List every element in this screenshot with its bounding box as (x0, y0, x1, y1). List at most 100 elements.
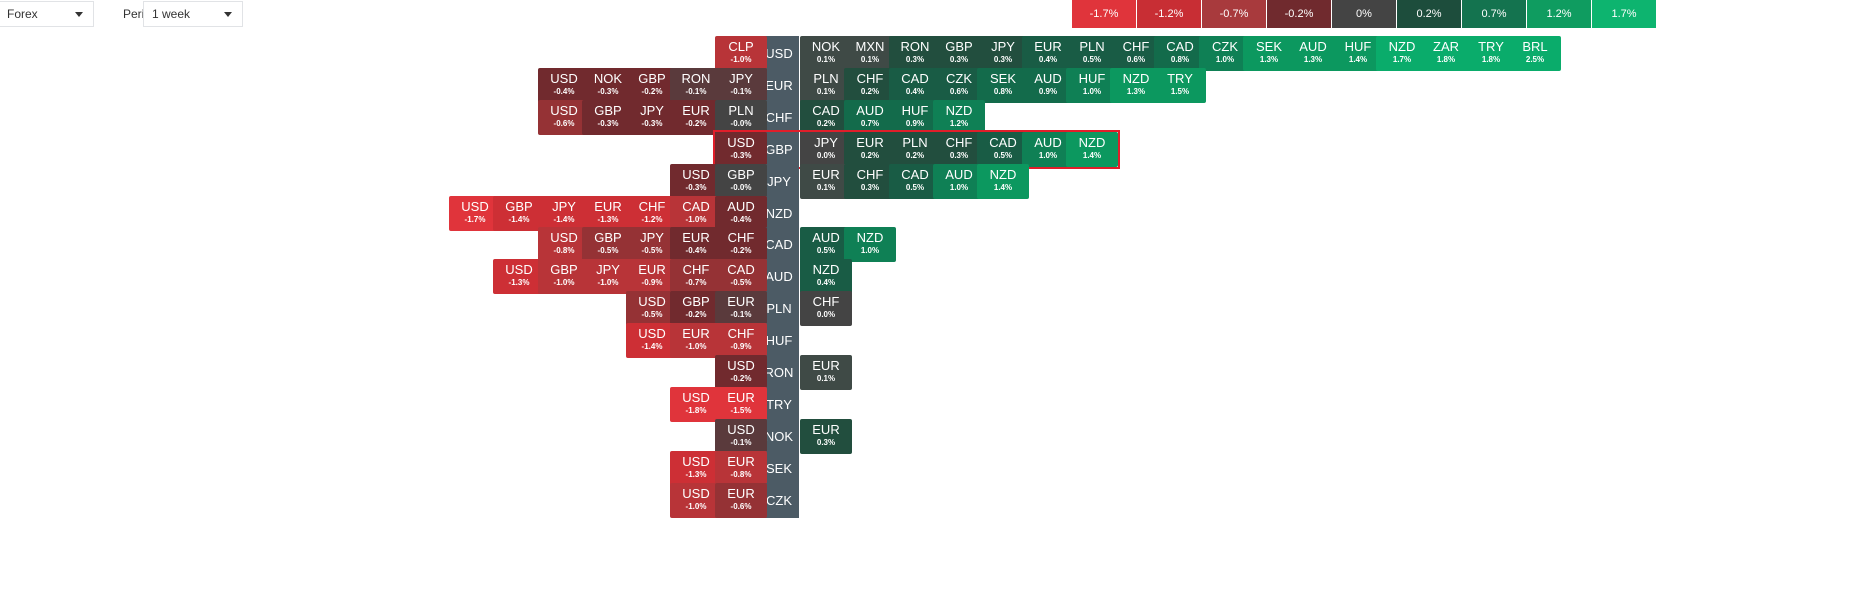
pair-cell[interactable]: CZK 0.6% (933, 68, 985, 103)
pair-cell[interactable]: EUR -0.9% (626, 259, 678, 294)
pair-cell[interactable]: CHF -0.2% (715, 227, 767, 262)
pair-cell[interactable]: CHF 0.2% (844, 68, 896, 103)
pair-cell[interactable]: RON -0.1% (670, 68, 722, 103)
pair-cell[interactable]: EUR 0.1% (800, 355, 852, 390)
pair-cell[interactable]: HUF 1.0% (1066, 68, 1118, 103)
pair-cell[interactable]: AUD 1.0% (1022, 132, 1074, 167)
pair-cell[interactable]: PLN 0.5% (1066, 36, 1118, 71)
pair-cell[interactable]: USD -0.2% (715, 355, 767, 390)
pair-cell[interactable]: EUR -0.2% (670, 100, 722, 135)
pair-cell[interactable]: JPY -0.3% (626, 100, 678, 135)
pair-cell[interactable]: GBP -1.4% (493, 196, 545, 231)
pair-cell[interactable]: TRY 1.5% (1154, 68, 1206, 103)
pair-cell[interactable]: GBP -0.0% (715, 164, 767, 199)
market-select[interactable]: Forex (0, 1, 94, 27)
pair-cell[interactable]: EUR 0.4% (1022, 36, 1074, 71)
pair-cell[interactable]: EUR -0.6% (715, 483, 767, 518)
pair-cell[interactable]: CHF -0.7% (670, 259, 722, 294)
pair-cell[interactable]: CHF -0.9% (715, 323, 767, 358)
pair-cell[interactable]: EUR 0.1% (800, 164, 852, 199)
pair-cell[interactable]: GBP -0.2% (670, 291, 722, 326)
pair-cell[interactable]: HUF 0.9% (889, 100, 941, 135)
pair-cell[interactable]: USD -1.3% (493, 259, 545, 294)
pair-cell[interactable]: BRL 2.5% (1509, 36, 1561, 71)
pair-cell[interactable]: JPY -1.4% (538, 196, 590, 231)
pair-cell[interactable]: CAD 0.5% (889, 164, 941, 199)
change-value: -0.7% (685, 278, 707, 287)
pair-cell[interactable]: USD -0.6% (538, 100, 590, 135)
pair-cell[interactable]: CLP -1.0% (715, 36, 767, 71)
pair-cell[interactable]: USD -0.1% (715, 419, 767, 454)
pair-cell[interactable]: NZD 0.4% (800, 259, 852, 294)
pair-cell[interactable]: EUR -1.5% (715, 387, 767, 422)
pair-cell[interactable]: GBP -1.0% (538, 259, 590, 294)
pair-cell[interactable]: AUD 1.0% (933, 164, 985, 199)
pair-cell[interactable]: EUR 0.2% (844, 132, 896, 167)
pair-cell[interactable]: USD -0.5% (626, 291, 678, 326)
pair-cell[interactable]: CAD 0.2% (800, 100, 852, 135)
pair-cell[interactable]: RON 0.3% (889, 36, 941, 71)
pair-cell[interactable]: ZAR 1.8% (1420, 36, 1472, 71)
pair-cell[interactable]: USD -1.8% (670, 387, 722, 422)
pair-cell[interactable]: USD -1.7% (449, 196, 501, 231)
pair-cell[interactable]: USD -0.4% (538, 68, 590, 103)
pair-cell[interactable]: CAD 0.8% (1154, 36, 1206, 71)
change-value: 0.5% (816, 246, 836, 255)
pair-cell[interactable]: HUF 1.4% (1332, 36, 1384, 71)
pair-cell[interactable]: NZD 1.4% (1066, 132, 1118, 167)
pair-cell[interactable]: USD -1.3% (670, 451, 722, 486)
pair-cell[interactable]: PLN 0.1% (800, 68, 852, 103)
pair-cell[interactable]: JPY -0.5% (626, 227, 678, 262)
pair-cell[interactable]: NZD 1.4% (977, 164, 1029, 199)
pair-cell[interactable]: CHF 0.3% (844, 164, 896, 199)
pair-cell[interactable]: CAD -0.5% (715, 259, 767, 294)
currency-code: CHF (638, 199, 666, 214)
pair-cell[interactable]: CZK 1.0% (1199, 36, 1251, 71)
pair-cell[interactable]: USD -1.0% (670, 483, 722, 518)
pair-cell[interactable]: NZD 1.3% (1110, 68, 1162, 103)
pair-cell[interactable]: CHF -1.2% (626, 196, 678, 231)
pair-cell[interactable]: MXN 0.1% (844, 36, 896, 71)
pair-cell[interactable]: JPY 0.0% (800, 132, 852, 167)
pair-cell[interactable]: AUD -0.4% (715, 196, 767, 231)
pair-cell[interactable]: JPY -0.1% (715, 68, 767, 103)
pair-cell[interactable]: CAD 0.5% (977, 132, 1029, 167)
pair-cell[interactable]: CHF 0.3% (933, 132, 985, 167)
currency-code: USD (682, 454, 710, 469)
pair-cell[interactable]: USD -0.3% (715, 132, 767, 167)
pair-cell[interactable]: SEK 1.3% (1243, 36, 1295, 71)
pair-cell[interactable]: AUD 0.5% (800, 227, 852, 262)
pair-cell[interactable]: EUR -0.1% (715, 291, 767, 326)
pair-cell[interactable]: AUD 1.3% (1287, 36, 1339, 71)
pair-cell[interactable]: EUR -1.3% (582, 196, 634, 231)
pair-cell[interactable]: PLN 0.2% (889, 132, 941, 167)
pair-cell[interactable]: GBP -0.3% (582, 100, 634, 135)
pair-cell[interactable]: NOK -0.3% (582, 68, 634, 103)
pair-cell[interactable]: EUR 0.3% (800, 419, 852, 454)
pair-cell[interactable]: CHF 0.0% (800, 291, 852, 326)
pair-cell[interactable]: AUD 0.7% (844, 100, 896, 135)
pair-cell[interactable]: GBP -0.2% (626, 68, 678, 103)
pair-cell[interactable]: NZD 1.0% (844, 227, 896, 262)
pair-cell[interactable]: USD -0.3% (670, 164, 722, 199)
pair-cell[interactable]: EUR -0.8% (715, 451, 767, 486)
pair-cell[interactable]: CHF 0.6% (1110, 36, 1162, 71)
pair-cell[interactable]: USD -0.8% (538, 227, 590, 262)
pair-cell[interactable]: CAD 0.4% (889, 68, 941, 103)
pair-cell[interactable]: JPY 0.3% (977, 36, 1029, 71)
pair-cell[interactable]: EUR -0.4% (670, 227, 722, 262)
pair-cell[interactable]: GBP -0.5% (582, 227, 634, 262)
pair-cell[interactable]: TRY 1.8% (1465, 36, 1517, 71)
pair-cell[interactable]: CAD -1.0% (670, 196, 722, 231)
period-select[interactable]: 1 week (143, 1, 243, 27)
pair-cell[interactable]: JPY -1.0% (582, 259, 634, 294)
pair-cell[interactable]: PLN -0.0% (715, 100, 767, 135)
pair-cell[interactable]: NZD 1.2% (933, 100, 985, 135)
pair-cell[interactable]: NZD 1.7% (1376, 36, 1428, 71)
pair-cell[interactable]: USD -1.4% (626, 323, 678, 358)
pair-cell[interactable]: EUR -1.0% (670, 323, 722, 358)
pair-cell[interactable]: AUD 0.9% (1022, 68, 1074, 103)
pair-cell[interactable]: GBP 0.3% (933, 36, 985, 71)
pair-cell[interactable]: SEK 0.8% (977, 68, 1029, 103)
pair-cell[interactable]: NOK 0.1% (800, 36, 852, 71)
